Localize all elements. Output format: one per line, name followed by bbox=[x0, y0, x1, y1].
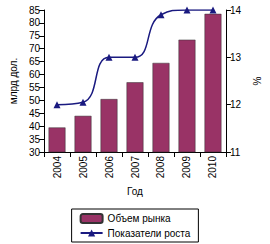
svg-text:14: 14 bbox=[230, 5, 242, 16]
svg-text:Объем рынка: Объем рынка bbox=[108, 213, 172, 224]
svg-text:80: 80 bbox=[29, 17, 41, 28]
svg-text:2006: 2006 bbox=[104, 156, 115, 179]
svg-text:85: 85 bbox=[29, 5, 41, 16]
svg-text:2008: 2008 bbox=[155, 156, 166, 179]
svg-text:60: 60 bbox=[29, 69, 41, 80]
svg-text:55: 55 bbox=[29, 82, 41, 93]
svg-text:2010: 2010 bbox=[207, 156, 218, 179]
svg-text:2009: 2009 bbox=[181, 156, 192, 179]
svg-text:65: 65 bbox=[29, 56, 41, 67]
svg-text:2007: 2007 bbox=[130, 156, 141, 179]
svg-text:35: 35 bbox=[29, 134, 41, 145]
svg-text:11: 11 bbox=[230, 147, 241, 158]
svg-text:Показатели роста: Показатели роста bbox=[108, 228, 191, 239]
svg-text:30: 30 bbox=[29, 147, 41, 158]
svg-text:50: 50 bbox=[29, 95, 41, 106]
svg-text:13: 13 bbox=[230, 52, 242, 63]
svg-text:Год: Год bbox=[127, 186, 143, 197]
svg-text:млрд дол.: млрд дол. bbox=[8, 58, 19, 104]
svg-text:2005: 2005 bbox=[78, 156, 89, 179]
svg-text:40: 40 bbox=[29, 121, 41, 132]
svg-text:12: 12 bbox=[230, 99, 242, 110]
svg-text:45: 45 bbox=[29, 108, 41, 119]
svg-text:2004: 2004 bbox=[52, 156, 63, 179]
svg-text:75: 75 bbox=[29, 30, 41, 41]
svg-text:70: 70 bbox=[29, 43, 41, 54]
svg-text:%: % bbox=[252, 76, 263, 85]
